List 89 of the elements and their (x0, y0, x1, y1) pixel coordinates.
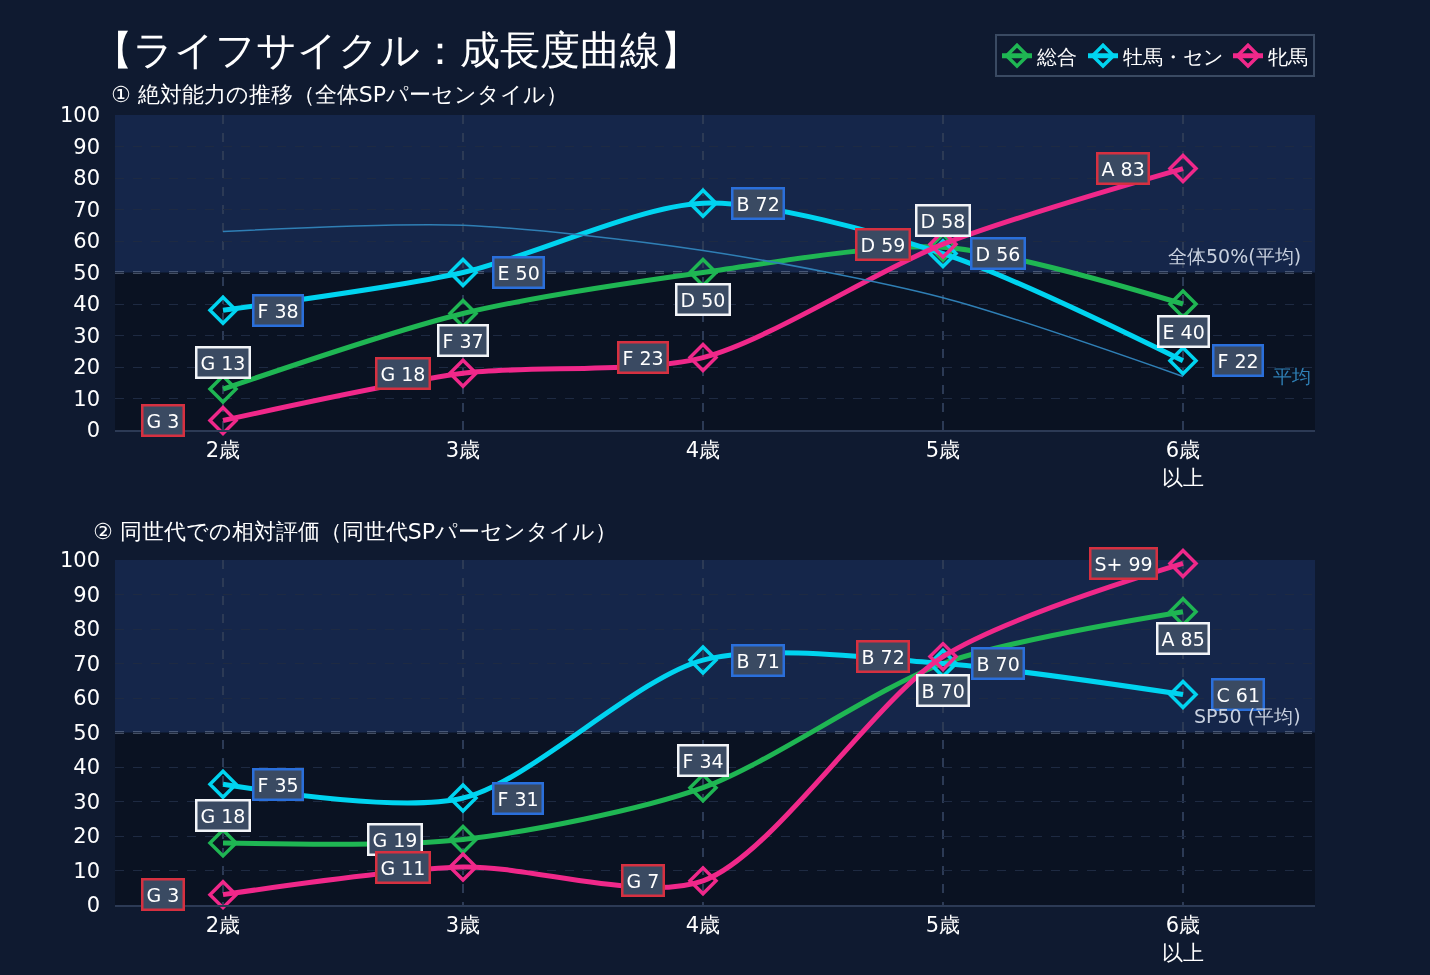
y-tick-label: 60 (73, 229, 100, 254)
y-tick-label: 60 (73, 686, 100, 711)
chart-title: 【ライフサイクル：成長度曲線】 (93, 27, 700, 73)
data-label: A 85 (1161, 627, 1205, 650)
data-label: F 37 (442, 329, 484, 352)
ref-line-label: 全体50%(平均) (1168, 245, 1302, 267)
point (688, 188, 718, 218)
y-tick-label: 50 (73, 720, 100, 745)
point (1168, 345, 1198, 376)
data-label: B 70 (976, 652, 1020, 675)
ref-line-label: SP50 (平均) (1194, 705, 1301, 727)
x-tick-label: 5歳 (925, 438, 961, 463)
chart-subtitle: ① 絶対能力の推移（全体SPパーセンタイル） (111, 82, 568, 107)
y-tick-label: 80 (73, 166, 100, 191)
data-label: D 56 (975, 242, 1021, 265)
y-tick-label: 90 (73, 134, 100, 159)
point (688, 866, 718, 896)
point (1168, 548, 1198, 579)
x-tick-label: 3歳 (445, 913, 481, 938)
data-label: F 35 (257, 773, 299, 796)
y-tick-label: 20 (73, 355, 100, 380)
data-label: D 59 (860, 233, 906, 256)
point (208, 769, 238, 799)
data-label: G 19 (372, 828, 418, 851)
y-tick-label: 10 (73, 386, 100, 411)
y-tick-label: 30 (73, 789, 100, 814)
data-label: G 13 (200, 351, 246, 374)
point (928, 641, 958, 672)
y-tick-label: 40 (73, 292, 100, 317)
point (448, 824, 478, 855)
text: 平均 (1273, 365, 1311, 387)
point (1168, 153, 1198, 184)
y-tick-label: 0 (86, 893, 100, 918)
point (448, 852, 478, 882)
data-label: G 7 (626, 869, 660, 892)
y-tick-label: 70 (73, 197, 100, 222)
legend-label: 総合 (1036, 44, 1077, 69)
point (208, 879, 238, 910)
data-label: S+ 99 (1094, 552, 1153, 575)
x-tick-label: 2歳 (205, 438, 241, 463)
x-tick-label: 3歳 (445, 438, 481, 463)
y-tick-label: 30 (73, 323, 100, 348)
y-tick-label: 10 (73, 858, 100, 883)
data-label: B 70 (921, 679, 965, 702)
data-label: B 71 (736, 649, 780, 672)
y-tick-label: 50 (73, 260, 100, 285)
data-label: G 18 (380, 362, 426, 385)
x-tick-label: 2歳 (205, 913, 241, 938)
data-label: G 3 (146, 409, 180, 432)
point (448, 257, 478, 288)
point (448, 358, 478, 389)
data-label: F 22 (1217, 349, 1259, 372)
data-label: A 83 (1101, 157, 1145, 180)
y-tick-label: 20 (73, 824, 100, 849)
data-label: E 40 (1162, 320, 1205, 343)
data-label: E 50 (497, 261, 540, 284)
data-label: F 31 (497, 787, 539, 810)
y-tick-label: 80 (73, 617, 100, 642)
data-label: F 38 (257, 299, 299, 322)
point (688, 342, 718, 373)
legend-label: 牝馬 (1268, 44, 1308, 69)
legend-label: 牡馬・セン (1123, 44, 1223, 69)
point (448, 783, 478, 813)
data-label: D 58 (920, 209, 966, 232)
y-tick-label: 100 (59, 103, 100, 128)
data-label: G 11 (380, 856, 426, 879)
y-tick-label: 0 (86, 418, 100, 443)
data-label: F 23 (622, 346, 664, 369)
x-tick-label: 5歳 (925, 913, 961, 938)
x-tick-label: 4歳 (685, 913, 721, 938)
data-label: G 18 (200, 804, 246, 827)
y-tick-label: 90 (73, 582, 100, 607)
point (208, 405, 238, 436)
x-tick-label: 4歳 (685, 438, 721, 463)
y-tick-label: 100 (59, 548, 100, 573)
data-label: F 34 (682, 749, 724, 772)
x-tick-label: 6歳以上 (1162, 913, 1204, 965)
x-tick-label: 6歳以上 (1162, 438, 1204, 490)
data-label: B 72 (861, 645, 905, 668)
data-label: G 3 (146, 883, 180, 906)
point (1168, 679, 1198, 710)
data-label: D 50 (680, 288, 726, 311)
point (208, 295, 238, 326)
data-label: C 61 (1216, 683, 1260, 706)
point (688, 645, 718, 675)
chart-title: ② 同世代での相対評価（同世代SPパーセンタイル） (93, 519, 617, 544)
data-label: B 72 (736, 192, 780, 215)
y-tick-label: 40 (73, 755, 100, 780)
y-tick-label: 70 (73, 651, 100, 676)
